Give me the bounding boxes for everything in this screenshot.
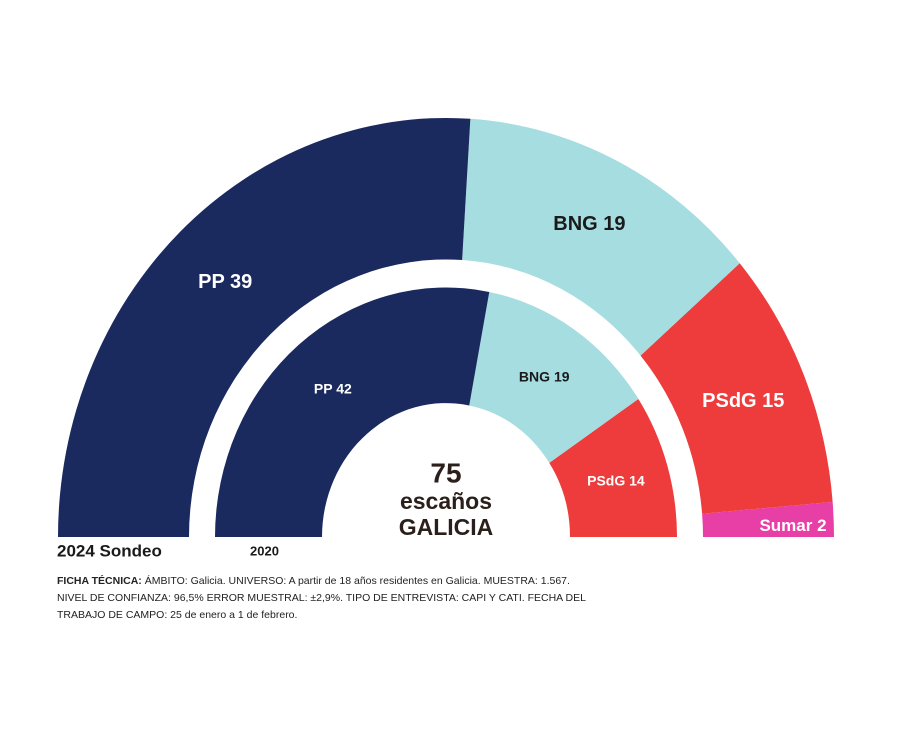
seat-count: 14: [629, 472, 645, 488]
party-name: PP: [314, 380, 332, 396]
segment-label: BNG 19: [519, 368, 570, 384]
note-label: FICHA TÉCNICA:: [57, 574, 142, 587]
segment-label: BNG 19: [553, 213, 625, 235]
note-line: TRABAJO DE CAMPO: 25 de enero a 1 de feb…: [57, 609, 297, 621]
party-name: Sumar: [759, 516, 812, 535]
party-name: PSdG: [587, 472, 625, 488]
center-line: escaños: [400, 488, 492, 514]
seat-segment: [702, 501, 834, 537]
ring-label: 2024 Sondeo: [57, 541, 162, 560]
ring-label: 2020: [250, 543, 279, 558]
note: FICHA TÉCNICA: ÁMBITO: Galicia. UNIVERSO…: [57, 574, 570, 587]
seat-segment: [462, 118, 740, 356]
segment-label: PSdG 14: [587, 472, 645, 488]
seat-count: 15: [762, 390, 784, 412]
seat-segment: [58, 117, 471, 538]
seat-segment: [640, 263, 833, 514]
segment-label: PSdG 15: [702, 390, 784, 412]
segment-label: PP 39: [198, 271, 252, 293]
note-line: ÁMBITO: Galicia. UNIVERSO: A partir de 1…: [145, 574, 570, 587]
seat-count: 39: [230, 271, 252, 293]
segment-label: Sumar 2: [759, 516, 826, 535]
seat-count: 19: [554, 368, 570, 384]
total-seats: 75: [430, 457, 461, 488]
party-name: PP: [198, 271, 224, 293]
seat-segment: [215, 287, 490, 537]
segment-label: PP 42: [314, 380, 352, 396]
center-line: GALICIA: [399, 514, 494, 540]
seat-segment: [469, 291, 639, 463]
note-line: NIVEL DE CONFIANZA: 96,5% ERROR MUESTRAL…: [57, 592, 586, 604]
party-name: BNG: [519, 368, 550, 384]
seat-count: 42: [336, 380, 352, 396]
seat-count: 19: [603, 213, 625, 235]
party-name: BNG: [553, 213, 597, 235]
seat-count: 2: [817, 516, 826, 535]
party-name: PSdG: [702, 390, 756, 412]
seat-segment: [549, 398, 677, 537]
